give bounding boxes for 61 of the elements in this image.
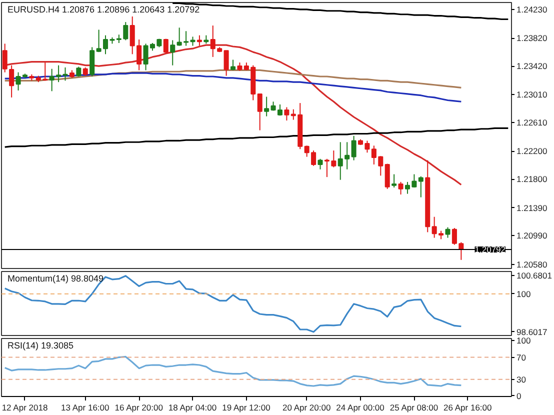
candlestick (163, 38, 168, 54)
y-tick-label: 98.6017 (516, 326, 548, 337)
candlestick (170, 40, 176, 66)
candlestick (9, 64, 14, 98)
chart-title: Momentum(14) 98.8049 (8, 274, 104, 284)
x-tick-label: 24 Apr 00:00 (336, 402, 385, 412)
candlestick (331, 150, 336, 168)
ref-line-label: 1.20792 (474, 244, 506, 255)
y-tick-label: 1.20580 (516, 259, 548, 270)
x-tick-label: 16 Apr 20:00 (114, 402, 164, 412)
candlestick (418, 176, 424, 198)
y-tick-label: 1.21800 (516, 174, 548, 184)
candlestick (90, 46, 95, 78)
y-tick-label: 1.23420 (516, 61, 548, 72)
candlestick (445, 226, 450, 238)
candlestick (384, 163, 390, 190)
x-tick-label: 26 Apr 16:00 (444, 402, 492, 412)
candlestick (324, 158, 330, 178)
candlestick (62, 66, 68, 82)
chart-title: RSI(14) 19.3085 (8, 340, 74, 350)
y-tick-label: 100 (516, 336, 531, 346)
y-tick-label: 1.22610 (516, 118, 548, 128)
chart-title: EURUSD.H4 1.20876 1.20896 1.20643 1.20792 (8, 4, 200, 14)
x-tick-label: 12 Apr 2018 (2, 402, 48, 412)
y-tick-label: 1.21390 (516, 202, 548, 213)
y-tick-label: 1.20990 (516, 230, 548, 241)
candlestick (264, 96, 270, 117)
y-tick-label: 1.24230 (516, 4, 548, 14)
candlestick (2, 43, 8, 73)
candlestick (304, 145, 310, 158)
y-tick-label: 0 (516, 390, 522, 401)
y-tick-label: 1.22200 (516, 146, 548, 156)
candlestick (210, 25, 216, 58)
candlestick (190, 36, 196, 46)
y-tick-label: 1.23010 (516, 90, 548, 100)
y-tick-label: 70 (516, 352, 526, 362)
x-tick-label: 19 Apr 12:00 (222, 402, 271, 412)
y-tick-label: 1.23820 (516, 33, 548, 44)
y-tick-label: 30 (516, 374, 526, 384)
x-tick-label: 13 Apr 16:00 (61, 402, 110, 412)
y-tick-label: 100 (516, 288, 531, 299)
line-series (4, 127, 509, 148)
x-tick-label: 25 Apr 08:00 (390, 402, 438, 412)
candlestick (257, 93, 262, 131)
candlestick (351, 135, 356, 161)
candlestick (196, 34, 202, 46)
candlestick (432, 216, 437, 238)
line-series (4, 356, 462, 387)
candlestick (318, 158, 323, 170)
candlestick (398, 181, 404, 195)
candlestick (284, 106, 290, 121)
candlestick (56, 64, 62, 83)
x-tick-label: 18 Apr 04:00 (168, 402, 217, 412)
line-series (4, 275, 462, 333)
y-tick-label: 100.6801 (516, 270, 552, 280)
candlestick (224, 50, 229, 76)
candlestick (49, 68, 54, 92)
candlestick (452, 228, 457, 246)
candlestick (311, 150, 316, 166)
x-tick-label: 20 Apr 20:00 (282, 402, 331, 412)
candlestick (392, 174, 397, 188)
